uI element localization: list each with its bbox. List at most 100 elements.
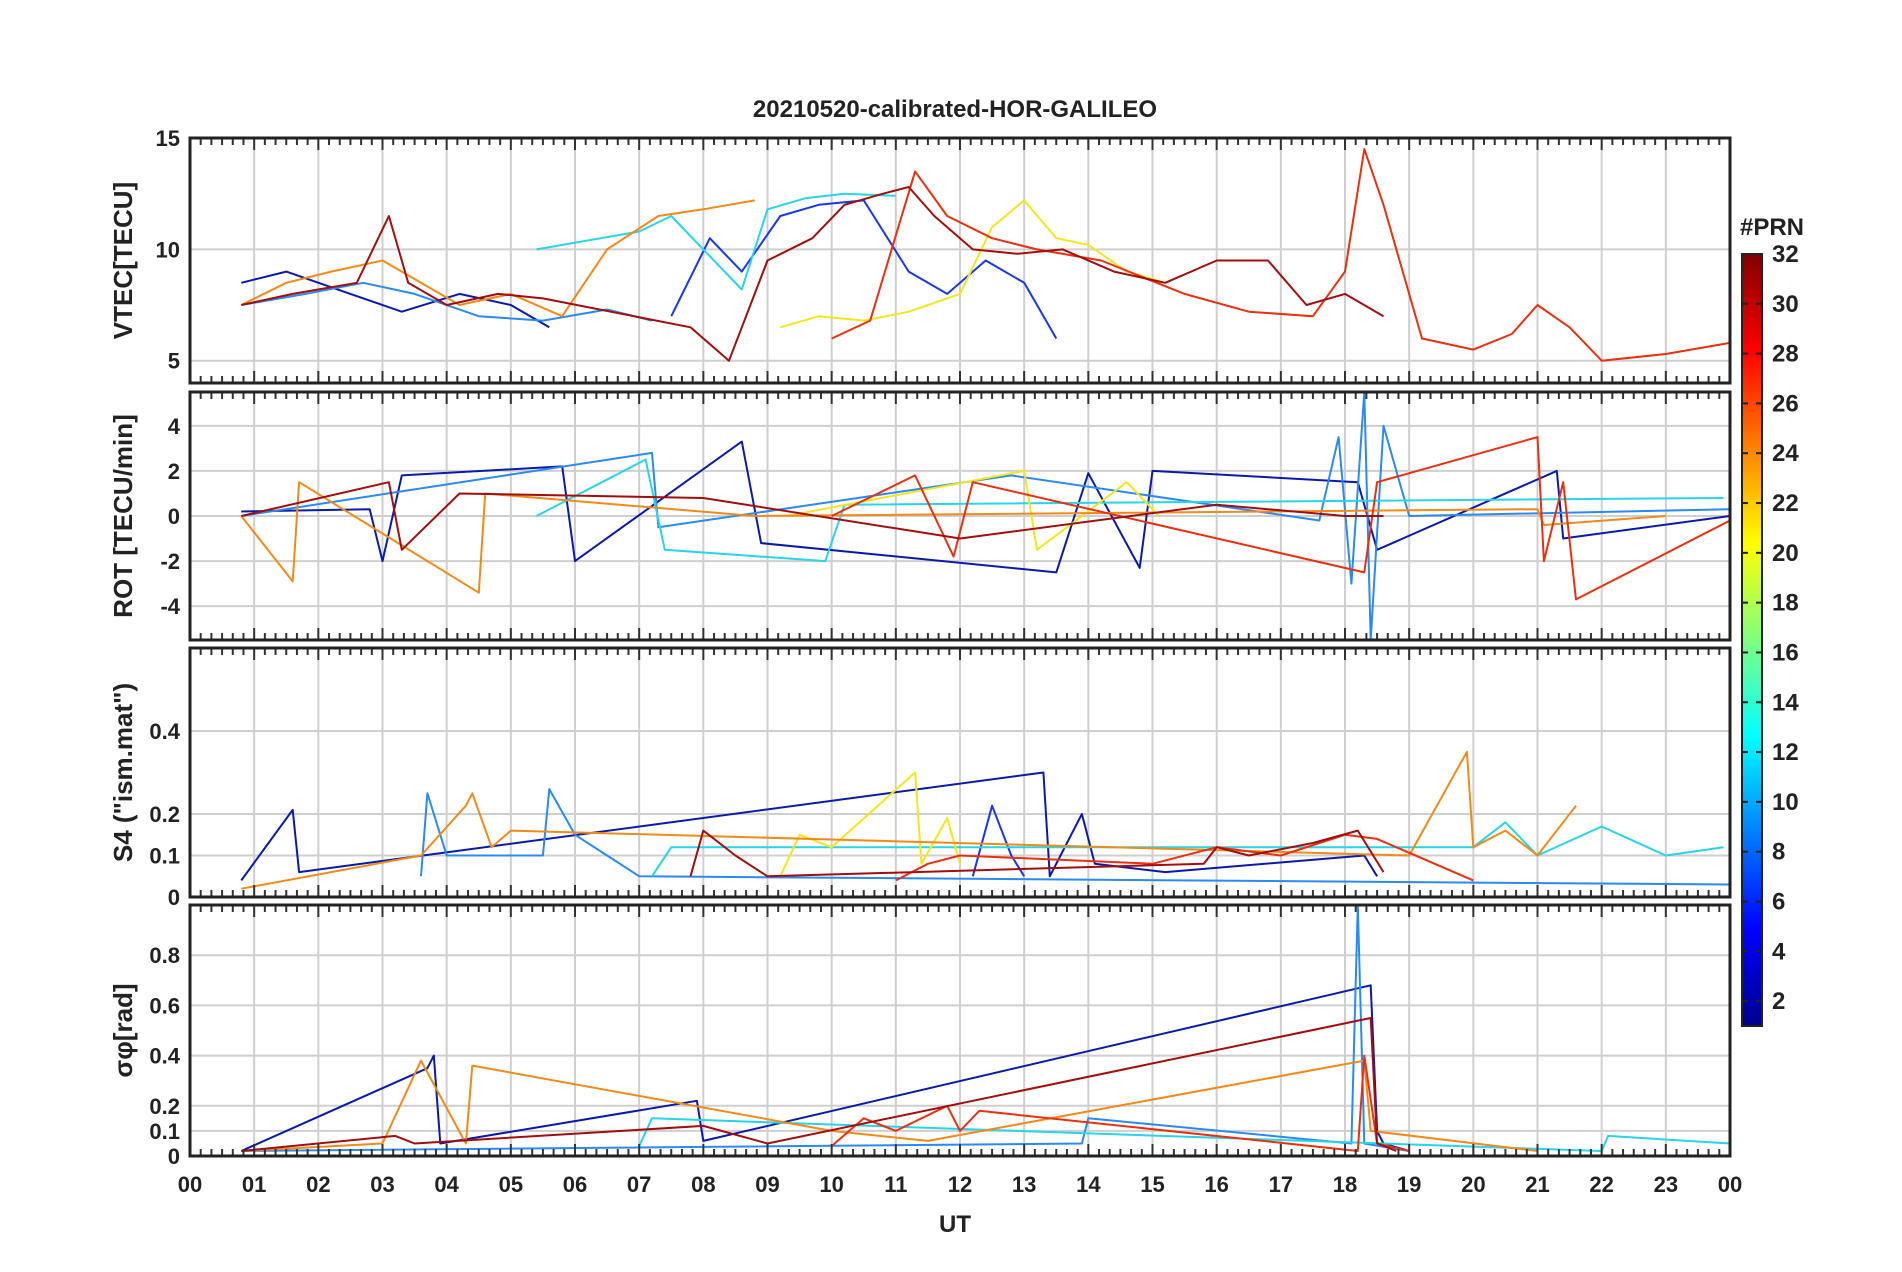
y-tick-label: 0.2 [149, 802, 180, 827]
x-tick-label: 04 [434, 1172, 459, 1197]
series-prn-9 [420, 788, 1730, 886]
colorbar-tick-label: 18 [1772, 590, 1799, 617]
x-tick-label: 19 [1397, 1172, 1421, 1197]
y-tick-label: 10 [156, 237, 180, 262]
y-tick-label: 0.4 [149, 719, 180, 744]
x-tick-label: 02 [306, 1172, 330, 1197]
series-group [240, 148, 1730, 362]
x-tick-label: 06 [563, 1172, 587, 1197]
colorbar-tick-label: 6 [1772, 888, 1785, 915]
x-tick-label: 21 [1525, 1172, 1549, 1197]
colorbar-tick-label: 2 [1772, 988, 1785, 1015]
colorbar-tick-label: 30 [1772, 291, 1799, 318]
x-tick-label: 08 [691, 1172, 715, 1197]
colorbar-tick-label: 20 [1772, 540, 1799, 567]
y-tick-label: -2 [160, 549, 180, 574]
series-prn-12 [536, 192, 896, 291]
y-axis-label: σφ[rad] [108, 983, 138, 1077]
x-tick-label: 15 [1140, 1172, 1164, 1197]
y-axis-label: VTEC[TECU] [108, 182, 138, 339]
axes-frame [188, 390, 1732, 642]
colorbar-tick-label: 22 [1772, 490, 1799, 517]
x-tick-label: 10 [819, 1172, 843, 1197]
axes-frame [188, 646, 1732, 899]
x-tick-label: 16 [1204, 1172, 1228, 1197]
x-tick-label: 13 [1012, 1172, 1036, 1197]
series-prn-5 [670, 199, 1058, 339]
x-tick-label: 22 [1589, 1172, 1613, 1197]
y-axis-label: ROT [TECU/min] [108, 414, 138, 618]
series-prn-30 [689, 829, 1385, 878]
series-prn-30 [241, 1017, 1397, 1152]
y-tick-label: 15 [156, 126, 180, 151]
panel-s4: 0 0.1 0.2 0.4 S4 ("ism.mat") [108, 646, 1732, 910]
series-prn-12 [651, 821, 1724, 877]
x-tick-label: 00 [1718, 1172, 1742, 1197]
y-tick-label: 0 [168, 1144, 180, 1169]
figure-title: 20210520-calibrated-HOR-GALILEO [753, 96, 1157, 123]
y-tick-label: 0.6 [149, 993, 180, 1018]
axes-frame [188, 136, 1732, 385]
panel-rot: -4 -2 0 2 4 ROT [TECU/min] [108, 390, 1732, 642]
colorbar-tick-label: 10 [1772, 789, 1799, 816]
series-group [240, 392, 1730, 640]
y-tick-label: 0.2 [149, 1094, 180, 1119]
colorbar-tick-label: 14 [1772, 689, 1799, 716]
y-tick-label: 0.8 [149, 943, 180, 968]
colorbar-tick-label: 32 [1772, 241, 1799, 268]
x-tick-label: 20 [1461, 1172, 1485, 1197]
x-tick-label: 01 [242, 1172, 266, 1197]
series-prn-23 [241, 1059, 1538, 1152]
series-prn-27 [831, 1054, 1410, 1152]
series-prn-2 [241, 440, 1730, 574]
y-tick-label: 2 [168, 459, 180, 484]
x-tick-label: 11 [884, 1172, 907, 1197]
y-tick-label: -4 [160, 594, 180, 619]
y-tick-label: 0 [168, 885, 180, 910]
colorbar-tick-label: 16 [1772, 639, 1799, 666]
x-tick-label: 14 [1076, 1172, 1101, 1197]
colorbar-tick-label: 26 [1772, 390, 1799, 417]
series-prn-23 [241, 750, 1577, 890]
y-tick-label: 0.1 [149, 1119, 180, 1144]
colorbar-tick-label: 12 [1772, 739, 1799, 766]
series-prn-19 [780, 199, 1166, 329]
series-prn-27 [831, 148, 1730, 362]
colorbar-tick-label: 8 [1772, 839, 1785, 866]
axes-frame [188, 903, 1732, 1158]
series-prn-27 [831, 436, 1730, 601]
series-prn-19 [786, 469, 1160, 551]
series-prn-30 [241, 481, 1384, 551]
y-tick-label: 4 [168, 414, 181, 439]
x-tick-label: 12 [948, 1172, 972, 1197]
series-prn-30 [241, 186, 1385, 362]
colorbar-title: #PRN [1740, 214, 1804, 241]
colorbar-tick-label: 24 [1772, 440, 1799, 467]
colorbar-gradient [1741, 253, 1763, 1027]
x-tick-label: 03 [370, 1172, 394, 1197]
series-prn-19 [779, 771, 961, 877]
panel-sigma-phi: 00.10.2 0.4 0.6 0.8 σφ[rad] [108, 903, 1732, 1169]
y-tick-label: 0.1 [149, 844, 180, 869]
series-prn-5 [971, 804, 1026, 877]
x-tick-label: 07 [627, 1172, 651, 1197]
y-tick-label: 0 [168, 504, 180, 529]
series-prn-23 [240, 199, 755, 318]
colorbar-tick-label: 4 [1772, 938, 1786, 965]
colorbar-tick-label: 28 [1772, 341, 1799, 368]
x-tick-label: 05 [499, 1172, 523, 1197]
x-tick-label: 18 [1333, 1172, 1357, 1197]
series-group [240, 750, 1730, 890]
y-tick-label: 5 [168, 349, 180, 374]
y-tick-label: 0.4 [149, 1044, 180, 1069]
x-tick-label: 00 [178, 1172, 202, 1197]
series-prn-12 [536, 458, 1724, 563]
x-tick-label: 17 [1269, 1172, 1293, 1197]
x-tick-label: 09 [755, 1172, 779, 1197]
x-axis-label: UT [939, 1211, 971, 1238]
x-tick-labels: 00 01 02 03 04 05 06 07 08 09 10 11 12 13 14 15 16 17 18 19… [178, 1172, 1742, 1197]
y-axis-label: S4 ("ism.mat") [108, 683, 138, 862]
series-prn-2 [241, 270, 550, 329]
